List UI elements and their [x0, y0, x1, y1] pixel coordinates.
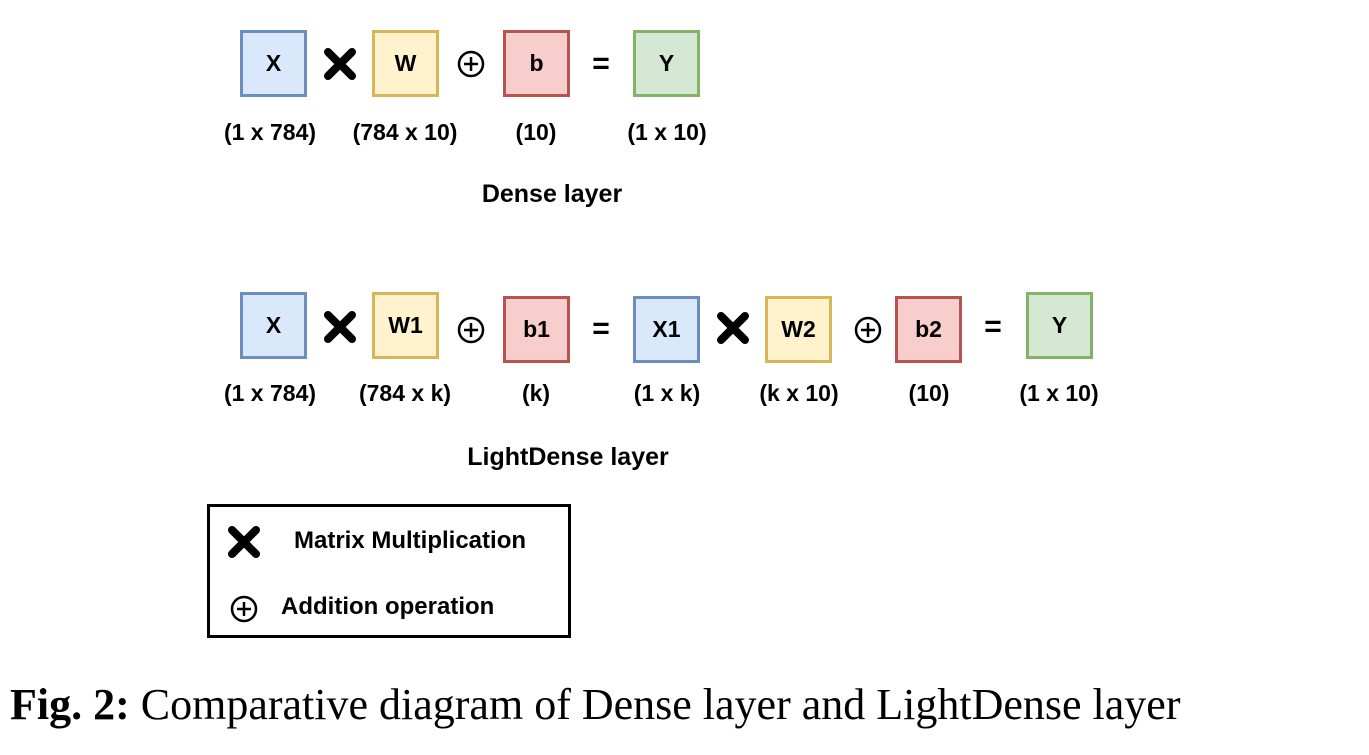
- lightdense-bias-b1-box: b1: [503, 296, 570, 363]
- lightdense-equals-sign-2: =: [984, 310, 1002, 343]
- lightdense-dim-b2: (10): [908, 380, 950, 406]
- legend-box: Matrix Multiplication Addition operation: [207, 504, 571, 638]
- lightdense-dim-x1: (1 x k): [633, 380, 701, 406]
- lightdense-add-icon-1: [457, 316, 485, 344]
- caption-text: Comparative diagram of Dense layer and L…: [140, 680, 1181, 729]
- dense-input-x-box: X: [240, 30, 307, 97]
- dense-multiply-icon: [324, 48, 356, 80]
- legend-multiply-label: Matrix Multiplication: [294, 527, 527, 554]
- lightdense-dim-w1: (784 x k): [358, 380, 452, 406]
- lightdense-multiply-icon-1: [324, 311, 356, 343]
- lightdense-equals-sign-1: =: [592, 312, 610, 345]
- lightdense-bias-b2-box: b2: [895, 296, 962, 363]
- caption-label: Fig. 2:: [10, 680, 130, 729]
- lightdense-multiply-icon-2: [717, 312, 749, 344]
- dense-weight-w-box: W: [372, 30, 439, 97]
- dense-output-y-box: Y: [633, 30, 700, 97]
- dense-layer-title: Dense layer: [481, 180, 623, 208]
- circled-plus-icon: [230, 595, 258, 623]
- dense-add-icon: [457, 50, 485, 78]
- dense-dim-b: (10): [515, 119, 557, 145]
- lightdense-weight-w2-box: W2: [765, 296, 832, 363]
- dense-dim-x: (1 x 784): [223, 119, 317, 145]
- lightdense-dim-b1: (k): [521, 380, 551, 406]
- lightdense-add-icon-2: [854, 316, 882, 344]
- lightdense-hidden-x1-box: X1: [633, 296, 700, 363]
- lightdense-dim-y: (1 x 10): [1019, 380, 1099, 406]
- lightdense-dim-x: (1 x 784): [223, 380, 317, 406]
- lightdense-weight-w1-box: W1: [372, 292, 439, 359]
- cross-icon: [228, 526, 260, 558]
- dense-dim-y: (1 x 10): [627, 119, 707, 145]
- dense-equals-sign: =: [592, 47, 610, 80]
- dense-bias-b-box: b: [503, 30, 570, 97]
- figure-caption: Fig. 2: Comparative diagram of Dense lay…: [10, 683, 1180, 727]
- legend-add-label: Addition operation: [281, 593, 495, 620]
- lightdense-input-x-box: X: [240, 292, 307, 359]
- lightdense-layer-title: LightDense layer: [467, 443, 669, 471]
- lightdense-dim-w2: (k x 10): [759, 380, 839, 406]
- lightdense-output-y-box: Y: [1026, 292, 1093, 359]
- dense-dim-w: (784 x 10): [352, 119, 458, 145]
